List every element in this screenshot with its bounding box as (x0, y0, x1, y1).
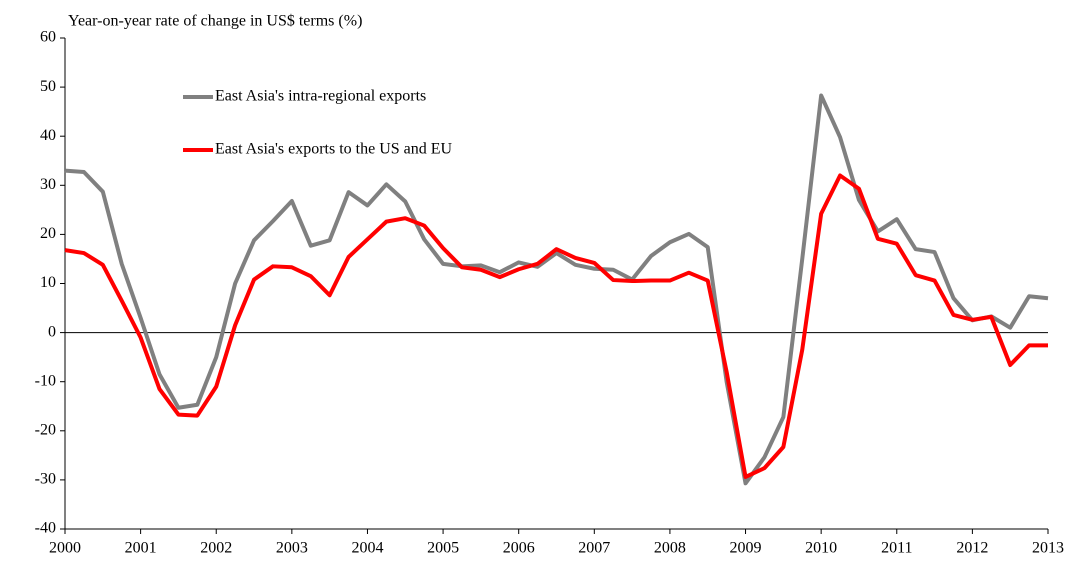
x-tick-label: 2007 (578, 540, 610, 557)
x-tick-label: 2002 (200, 540, 232, 557)
x-tick-label: 2006 (503, 540, 535, 557)
legend-label: East Asia's exports to the US and EU (215, 141, 453, 158)
x-tick-label: 2011 (881, 540, 912, 557)
x-tick-label: 2000 (49, 540, 81, 557)
y-tick-label: 30 (40, 176, 56, 193)
y-tick-label: 0 (48, 323, 56, 340)
y-tick-label: 50 (40, 78, 56, 95)
x-tick-label: 2003 (276, 540, 308, 557)
x-tick-label: 2012 (956, 540, 988, 557)
y-tick-label: -30 (35, 471, 56, 488)
chart-title: Year-on-year rate of change in US$ terms… (68, 13, 362, 30)
series-line (64, 93, 1049, 486)
x-tick-label: 2010 (805, 540, 837, 557)
x-tick-label: 2001 (125, 540, 157, 557)
y-tick-label: -20 (35, 421, 56, 438)
x-tick-label: 2008 (654, 540, 686, 557)
y-tick-label: -10 (35, 372, 56, 389)
series-line (64, 173, 1048, 479)
legend-label: East Asia's intra-regional exports (215, 88, 426, 105)
y-tick-label: 40 (40, 127, 56, 144)
x-tick-label: 2004 (351, 540, 383, 557)
y-tick-label: 20 (40, 225, 56, 242)
y-tick-label: 10 (40, 274, 56, 291)
y-tick-label: -40 (35, 520, 56, 537)
x-tick-label: 2005 (427, 540, 459, 557)
x-tick-label: 2013 (1032, 540, 1064, 557)
x-tick-label: 2009 (730, 540, 762, 557)
y-tick-label: 60 (40, 29, 56, 46)
